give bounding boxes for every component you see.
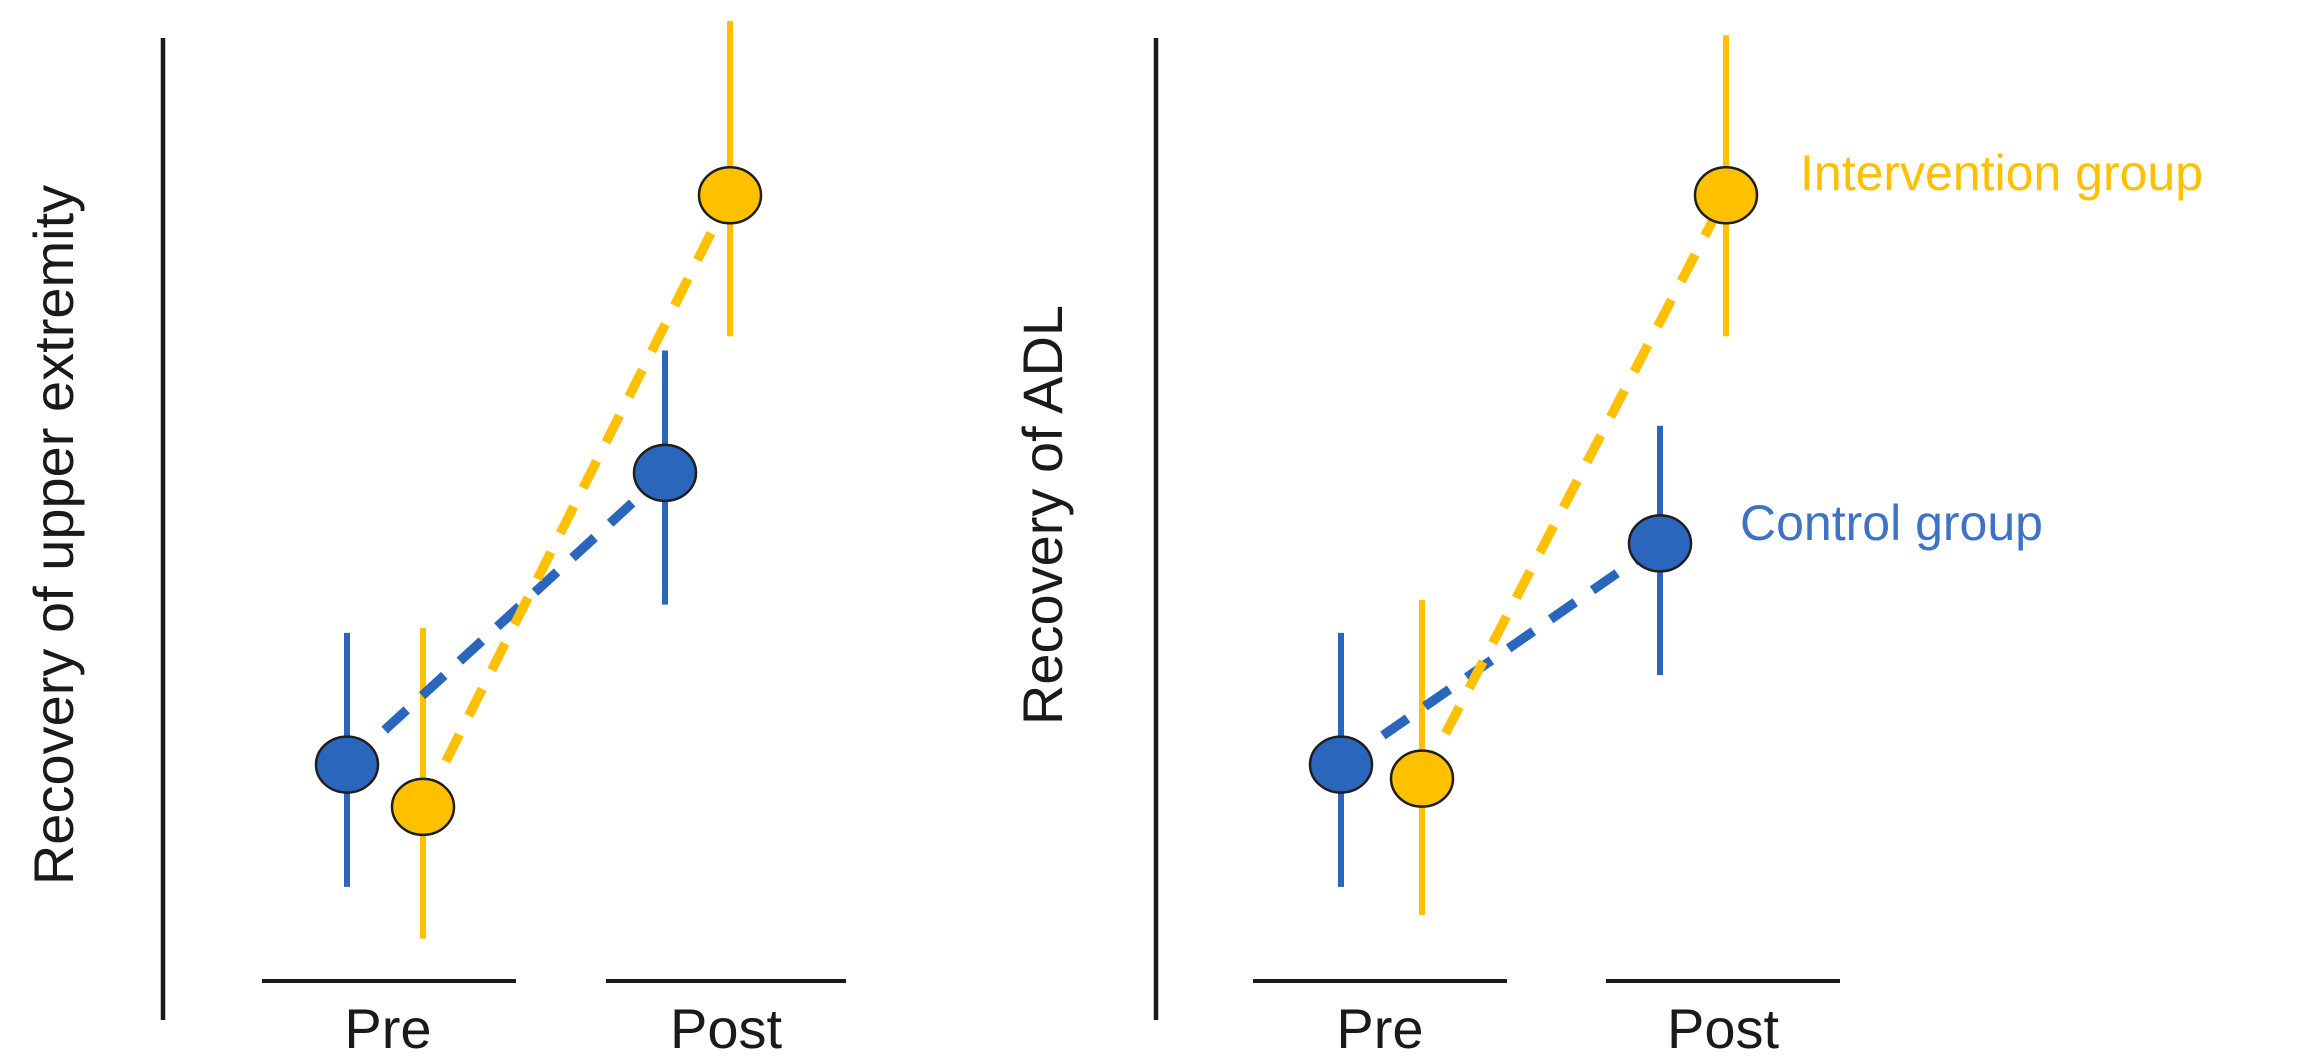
control-point-post [1627,514,1693,573]
control-trend-line [1338,539,1663,769]
x-axis-label-post: Post [1667,997,1779,1060]
chart-adl: Recovery of ADL Pre Post [1011,35,1840,1060]
y-axis-label: Recovery of ADL [1011,305,1074,725]
intervention-point-post [697,166,763,225]
control-point-pre [1308,735,1374,794]
chart-upper-extremity: Recovery of upper extremity Pre Post [22,21,846,1060]
intervention-point-pre [390,777,456,837]
control-trend-line [343,469,669,769]
x-axis-label-pre: Pre [1336,997,1423,1060]
control-point-pre [314,735,380,794]
intervention-point-pre [1389,749,1455,808]
intervention-trend-line [1417,193,1731,781]
legend-label-intervention: Intervention group [1800,145,2203,201]
y-axis-label: Recovery of upper extremity [22,185,85,885]
intervention-point-post [1693,166,1759,225]
control-point-post [632,443,698,503]
intervention-trend-line [418,193,735,810]
x-axis-label-pre: Pre [344,997,431,1060]
x-axis-label-post: Post [670,997,782,1060]
legend-label-control: Control group [1740,495,2043,551]
